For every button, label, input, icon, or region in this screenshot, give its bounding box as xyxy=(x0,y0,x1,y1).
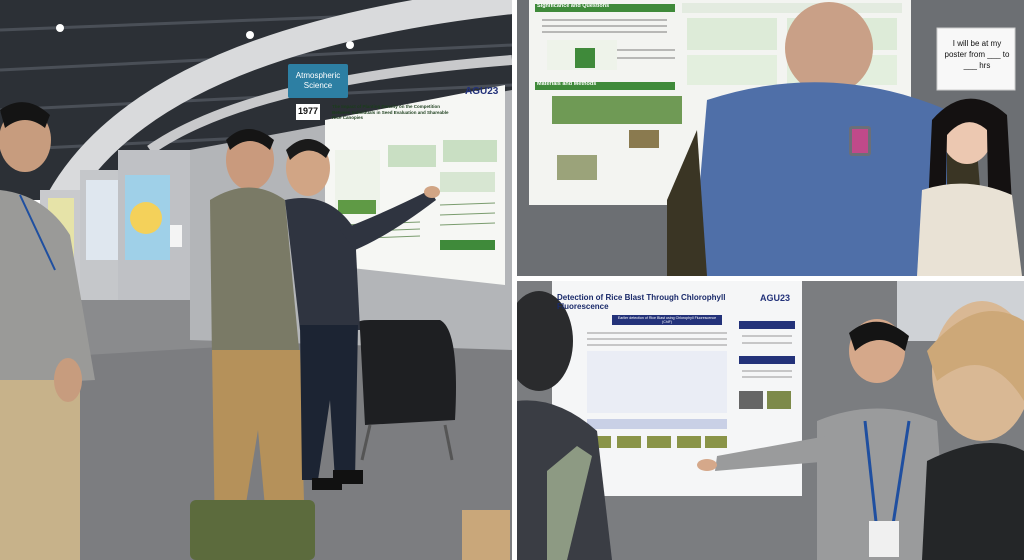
photo-left-scene xyxy=(0,0,512,560)
photo-left: Atmospheric Science 1977 AGU23 The Impac… xyxy=(0,0,512,560)
conference-logo-bottom-label: AGU23 xyxy=(760,293,791,303)
sign-note-label: I will be at my poster from ___ to ___ h… xyxy=(944,39,1010,70)
section-header-1: Significance and Questions xyxy=(537,3,609,9)
poster-title-bottom-label: Detection of Rice Blast Through Chloroph… xyxy=(557,293,726,311)
poster-number: 1977 xyxy=(296,106,320,116)
photo-top-right-scene xyxy=(517,0,1024,276)
conference-logo-left: AGU23 xyxy=(465,86,498,97)
section-header-1-label: Significance and Questions xyxy=(537,3,610,9)
poster-title-bottom: Detection of Rice Blast Through Chloroph… xyxy=(557,293,757,311)
conference-logo-left-label: AGU23 xyxy=(465,86,499,97)
booth-sign: Atmospheric Science xyxy=(289,66,347,96)
poster-number-label: 1977 xyxy=(297,106,319,116)
poster-title-left: The Impact of Planting Density on the Co… xyxy=(332,104,458,121)
poster-title-left-label: The Impact of Planting Density on the Co… xyxy=(332,104,449,120)
photo-top-right: I will be at my poster from ___ to ___ h… xyxy=(517,0,1024,276)
booth-sign-label: Atmospheric Science xyxy=(295,71,341,90)
section-box-bottom: Earlier detection of Rice Blast using Ch… xyxy=(614,316,720,324)
photo-bottom-right-scene xyxy=(517,281,1024,560)
photo-bottom-right: AGU23 Detection of Rice Blast Through Ch… xyxy=(517,281,1024,560)
conference-logo-bottom: AGU23 xyxy=(760,293,790,303)
section-box-bottom-label: Earlier detection of Rice Blast using Ch… xyxy=(617,316,717,325)
section-header-2-label: Materials and Methods xyxy=(537,81,597,87)
sign-note: I will be at my poster from ___ to ___ h… xyxy=(941,38,1013,71)
section-header-2: Materials and Methods xyxy=(537,81,596,87)
